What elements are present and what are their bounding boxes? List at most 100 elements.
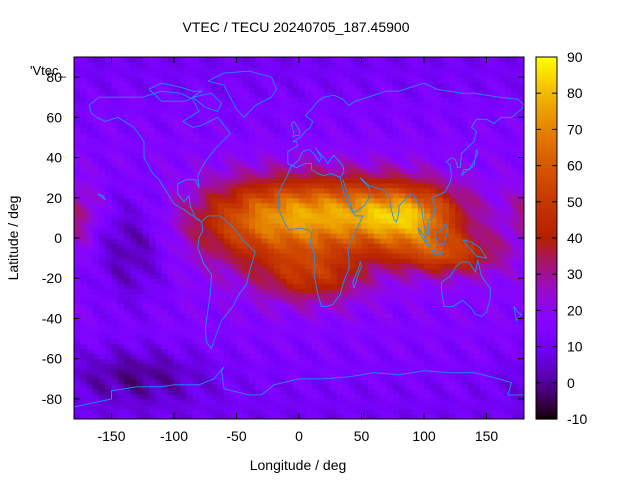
heat-cell (161, 338, 169, 345)
heat-cell (442, 202, 450, 209)
heat-cell (374, 413, 381, 419)
heat-cell (367, 293, 375, 299)
heat-cell (86, 202, 94, 209)
heat-cell (149, 278, 156, 284)
heat-cell (442, 243, 450, 249)
heat-cell (511, 72, 519, 78)
heat-cell (199, 77, 206, 83)
heat-cell (274, 338, 281, 345)
heat-cell (324, 77, 331, 83)
heat-cell (255, 82, 263, 88)
heat-cell (149, 378, 156, 385)
heat-cell (380, 112, 388, 118)
heat-cell (136, 127, 144, 134)
heat-cell (186, 258, 194, 264)
heat-cell (192, 258, 200, 264)
heat-cell (149, 293, 156, 299)
heat-cell (430, 112, 438, 118)
heat-cell (386, 323, 394, 330)
heat-cell (99, 248, 106, 254)
heat-cell (374, 217, 381, 224)
heat-cell (111, 97, 119, 103)
heat-cell (392, 107, 400, 113)
heat-cell (474, 212, 481, 219)
heat-cell (474, 388, 481, 395)
heat-cell (86, 268, 94, 274)
heat-cell (399, 398, 406, 405)
heat-cell (492, 172, 500, 179)
heat-cell (349, 368, 356, 375)
heat-cell (336, 353, 344, 360)
heat-cell (186, 142, 194, 149)
heat-cell (74, 162, 81, 169)
heat-cell (224, 207, 231, 214)
heat-cell (99, 197, 106, 204)
chart-title: VTEC / TECU 20240705_187.45900 (182, 19, 409, 35)
heat-cell (442, 398, 450, 405)
heat-cell (492, 238, 500, 244)
heat-cell (405, 303, 413, 309)
heat-cell (380, 278, 388, 284)
heat-cell (192, 137, 200, 144)
heat-cell (286, 232, 294, 239)
heat-cell (430, 172, 438, 179)
heat-cell (305, 283, 313, 289)
heat-cell (249, 288, 256, 294)
heat-cell (317, 378, 325, 385)
heat-cell (199, 313, 206, 320)
heat-cell (249, 112, 256, 118)
heat-cell (411, 373, 419, 380)
heat-cell (361, 142, 369, 149)
heat-cell (505, 293, 513, 299)
heat-cell (449, 127, 456, 134)
heat-cell (317, 117, 325, 123)
heat-cell (205, 162, 213, 169)
heat-cell (249, 162, 256, 169)
heat-cell (261, 182, 269, 189)
heat-cell (505, 167, 513, 174)
heat-cell (186, 147, 194, 154)
heat-cell (455, 303, 463, 309)
heat-cell (442, 217, 450, 224)
heat-cell (124, 393, 131, 400)
heat-cell (380, 142, 388, 149)
heat-cell (349, 157, 356, 164)
heat-cell (361, 268, 369, 274)
heat-cell (167, 313, 175, 320)
heat-cell (361, 127, 369, 134)
heat-cell (349, 393, 356, 400)
heat-cell (305, 172, 313, 179)
heat-cell (474, 167, 481, 174)
heat-cell (461, 293, 469, 299)
heat-cell (136, 338, 144, 345)
heat-cell (367, 313, 375, 320)
heat-cell (517, 227, 524, 234)
heat-cell (192, 263, 200, 269)
heat-cell (392, 303, 400, 309)
heat-cell (267, 192, 275, 199)
heat-cell (211, 283, 219, 289)
heat-cell (205, 107, 213, 113)
heat-cell (80, 122, 88, 128)
heat-cell (280, 137, 288, 144)
heat-cell (274, 323, 281, 330)
heat-cell (499, 102, 506, 108)
heat-cell (149, 177, 156, 184)
heat-cell (230, 82, 238, 88)
heat-cell (467, 378, 475, 385)
heat-cell (474, 72, 481, 78)
heat-cell (236, 363, 244, 370)
heat-cell (324, 87, 331, 93)
heat-cell (142, 157, 150, 164)
heat-cell (255, 283, 263, 289)
heat-cell (330, 187, 338, 194)
heat-cell (224, 353, 231, 360)
heat-cell (111, 207, 119, 214)
heat-cell (167, 288, 175, 294)
heat-cell (336, 217, 344, 224)
heat-cell (161, 207, 169, 214)
heat-cell (74, 167, 81, 174)
heat-cell (111, 167, 119, 174)
heat-cell (517, 303, 524, 309)
heat-cell (467, 388, 475, 395)
